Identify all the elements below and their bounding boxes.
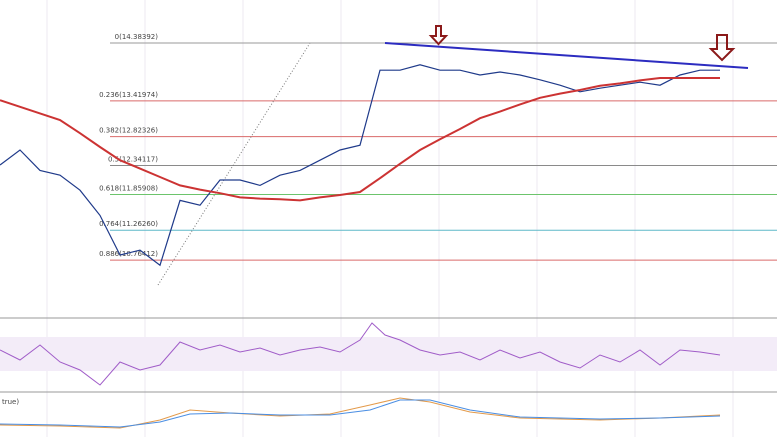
- indicator-label: true): [2, 398, 19, 406]
- macd-line: [0, 397, 721, 429]
- fib-label: 0.5(12.34117): [108, 156, 158, 164]
- price-line: [0, 64, 720, 267]
- rsi-line: [0, 322, 721, 386]
- moving-average: [0, 77, 720, 202]
- fib-label: 0.886(10.76412): [99, 250, 158, 258]
- fib-label: 0.618(11.85908): [99, 184, 158, 192]
- trend-line: [384, 42, 749, 69]
- arrow: [428, 25, 736, 62]
- fib-label: 0(14.38392): [115, 33, 159, 41]
- grid: [46, 0, 734, 437]
- macd-signal: [0, 399, 721, 428]
- fib-label: 0.764(11.26260): [99, 220, 158, 228]
- fib-label: 0.382(12.82326): [99, 127, 158, 135]
- fib-anchor: [157, 42, 311, 286]
- fib-label: 0.236(13.41974): [99, 91, 158, 99]
